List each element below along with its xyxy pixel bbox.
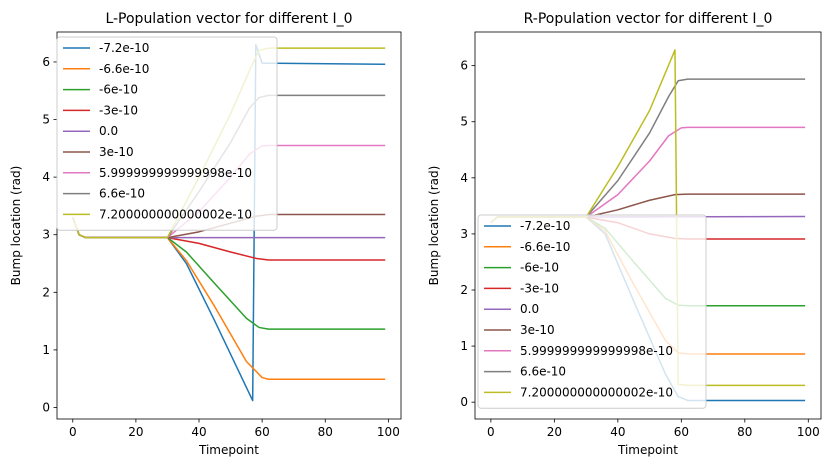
- plot-frame: [474, 31, 822, 420]
- y-tick-label: 2: [42, 285, 50, 299]
- y-tick-label: 1: [460, 339, 468, 353]
- x-tick-label: 60: [254, 425, 269, 439]
- y-tick-label: 3: [42, 228, 50, 242]
- y-tick-label: 2: [460, 283, 468, 297]
- legend-label: 0.0: [99, 124, 118, 138]
- chart-title: R-Population vector for different I_0: [524, 11, 773, 27]
- legend: -7.2e-10 -6.6e-10 -6e-10 -3e-10 0.0 3e-10 5.99…: [56, 36, 278, 231]
- x-tick-label: 40: [610, 425, 625, 439]
- y-tick-label: 6: [460, 59, 468, 73]
- x-tick-label: 20: [547, 425, 562, 439]
- y-tick-label: 5: [42, 113, 50, 127]
- legend-label: -6.6e-10: [99, 62, 149, 76]
- legend-label: 3e-10: [99, 145, 134, 159]
- chart-right: 0 20 40 60 80 100 0 1 2 3 4 5 6 R-Population vector f…: [427, 11, 822, 457]
- y-axis-label: Bump location (rad): [427, 166, 441, 286]
- legend-label: 0.0: [520, 302, 539, 316]
- x-tick-label: 0: [487, 425, 495, 439]
- x-axis-label: Timepoint: [617, 443, 678, 457]
- x-axis-label: Timepoint: [198, 443, 259, 457]
- legend-label: -6e-10: [520, 261, 559, 275]
- legend-label: 3e-10: [520, 323, 555, 337]
- x-tick-label: 0: [69, 425, 77, 439]
- legend-label: -6.6e-10: [520, 240, 570, 254]
- legend: -7.2e-10 -6.6e-10 -6e-10 -3e-10 0.0 3e-10 5.99…: [477, 214, 707, 409]
- legend-box: [477, 214, 707, 409]
- series-line-6: [490, 126, 806, 224]
- legend-label: -3e-10: [520, 281, 559, 295]
- legend-label: -3e-10: [99, 103, 138, 117]
- x-tick-label: 20: [128, 425, 143, 439]
- y-tick-label: 0: [42, 400, 50, 414]
- legend-label: -6e-10: [99, 83, 138, 97]
- legend-label: 7.200000000000002e-10: [99, 207, 252, 221]
- y-tick-label: 0: [460, 395, 468, 409]
- y-tick-label: 5: [460, 115, 468, 129]
- legend-label: 6.6e-10: [99, 187, 145, 201]
- legend-label: -7.2e-10: [99, 41, 149, 55]
- chart-left: 0 20 40 60 80 100 0 1 2 3 4 5 6 L-Population vector f…: [9, 11, 402, 457]
- y-tick-label: 3: [460, 227, 468, 241]
- x-tick-label: 80: [737, 425, 752, 439]
- y-tick-label: 1: [42, 343, 50, 357]
- series-line-2: [72, 217, 386, 330]
- legend-label: 7.200000000000002e-10: [520, 385, 673, 399]
- y-axis-label: Bump location (rad): [9, 166, 23, 286]
- legend-label: 5.999999999999998e-10: [520, 344, 673, 358]
- legend-box: [56, 36, 278, 231]
- x-tick-label: 100: [377, 425, 400, 439]
- chart-title: L-Population vector for different I_0: [105, 11, 352, 27]
- y-tick-label: 6: [42, 55, 50, 69]
- x-tick-label: 100: [797, 425, 820, 439]
- legend-label: 5.999999999999998e-10: [99, 166, 252, 180]
- legend-label: 6.6e-10: [520, 365, 566, 379]
- y-tick-label: 4: [460, 171, 468, 185]
- x-tick-label: 40: [191, 425, 206, 439]
- x-tick-label: 80: [318, 425, 333, 439]
- y-tick-label: 4: [42, 170, 50, 184]
- legend-label: -7.2e-10: [520, 219, 570, 233]
- x-tick-label: 60: [674, 425, 689, 439]
